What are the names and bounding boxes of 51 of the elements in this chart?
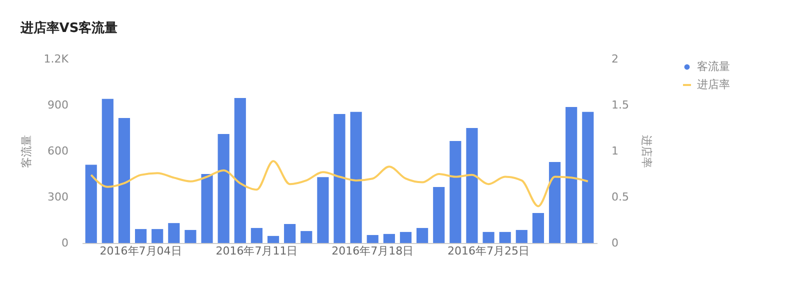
bar (201, 174, 213, 243)
bar (168, 223, 180, 243)
bar (317, 177, 329, 243)
bar (499, 232, 511, 243)
bar (134, 229, 147, 243)
y-axis-title: 客流量 (20, 135, 33, 168)
y2-axis-title: 进店率 (640, 135, 653, 168)
y2-tick-label: 1.5 (612, 98, 629, 112)
legend-label: 进店率 (697, 78, 730, 91)
bar (566, 106, 578, 243)
y2-tick-label: 0 (612, 236, 618, 250)
bar (152, 229, 164, 243)
bar (366, 235, 378, 243)
bar (582, 112, 594, 243)
y-tick-label: 1.2K (44, 52, 70, 66)
bar (102, 98, 114, 243)
bar (433, 187, 445, 243)
bar (416, 228, 428, 243)
bar (284, 224, 296, 243)
bar (548, 162, 561, 243)
bar (184, 230, 196, 243)
bar (234, 98, 246, 243)
bar (300, 231, 312, 243)
y-tick-label: 0 (62, 236, 68, 250)
legend-label: 客流量 (697, 60, 730, 73)
bar (85, 164, 97, 243)
bar (450, 141, 462, 243)
bar (118, 118, 130, 243)
bar (400, 232, 412, 243)
x-tick-label: 2016年7月04日 (100, 244, 182, 258)
bar (466, 128, 478, 243)
bar (267, 236, 280, 243)
bar (383, 234, 395, 243)
x-tick-label: 2016年7月25日 (448, 244, 530, 258)
x-tick-label: 2016年7月18日 (332, 244, 414, 258)
bar (482, 232, 494, 243)
chart-title: 进店率VS客流量 (19, 20, 118, 36)
bar (334, 114, 346, 243)
bar (532, 212, 544, 243)
bar (250, 228, 262, 243)
y-tick-label: 600 (48, 144, 68, 158)
y2-tick-label: 1 (612, 144, 618, 158)
y-tick-label: 300 (48, 190, 68, 204)
bar (218, 134, 230, 243)
y2-tick-label: 2 (612, 52, 618, 66)
y-tick-label: 900 (48, 98, 68, 112)
x-tick-label: 2016年7月11日 (216, 244, 298, 258)
bar (350, 112, 362, 243)
line-series (90, 160, 589, 208)
bar (516, 230, 528, 243)
y2-tick-label: 0.5 (612, 190, 629, 204)
